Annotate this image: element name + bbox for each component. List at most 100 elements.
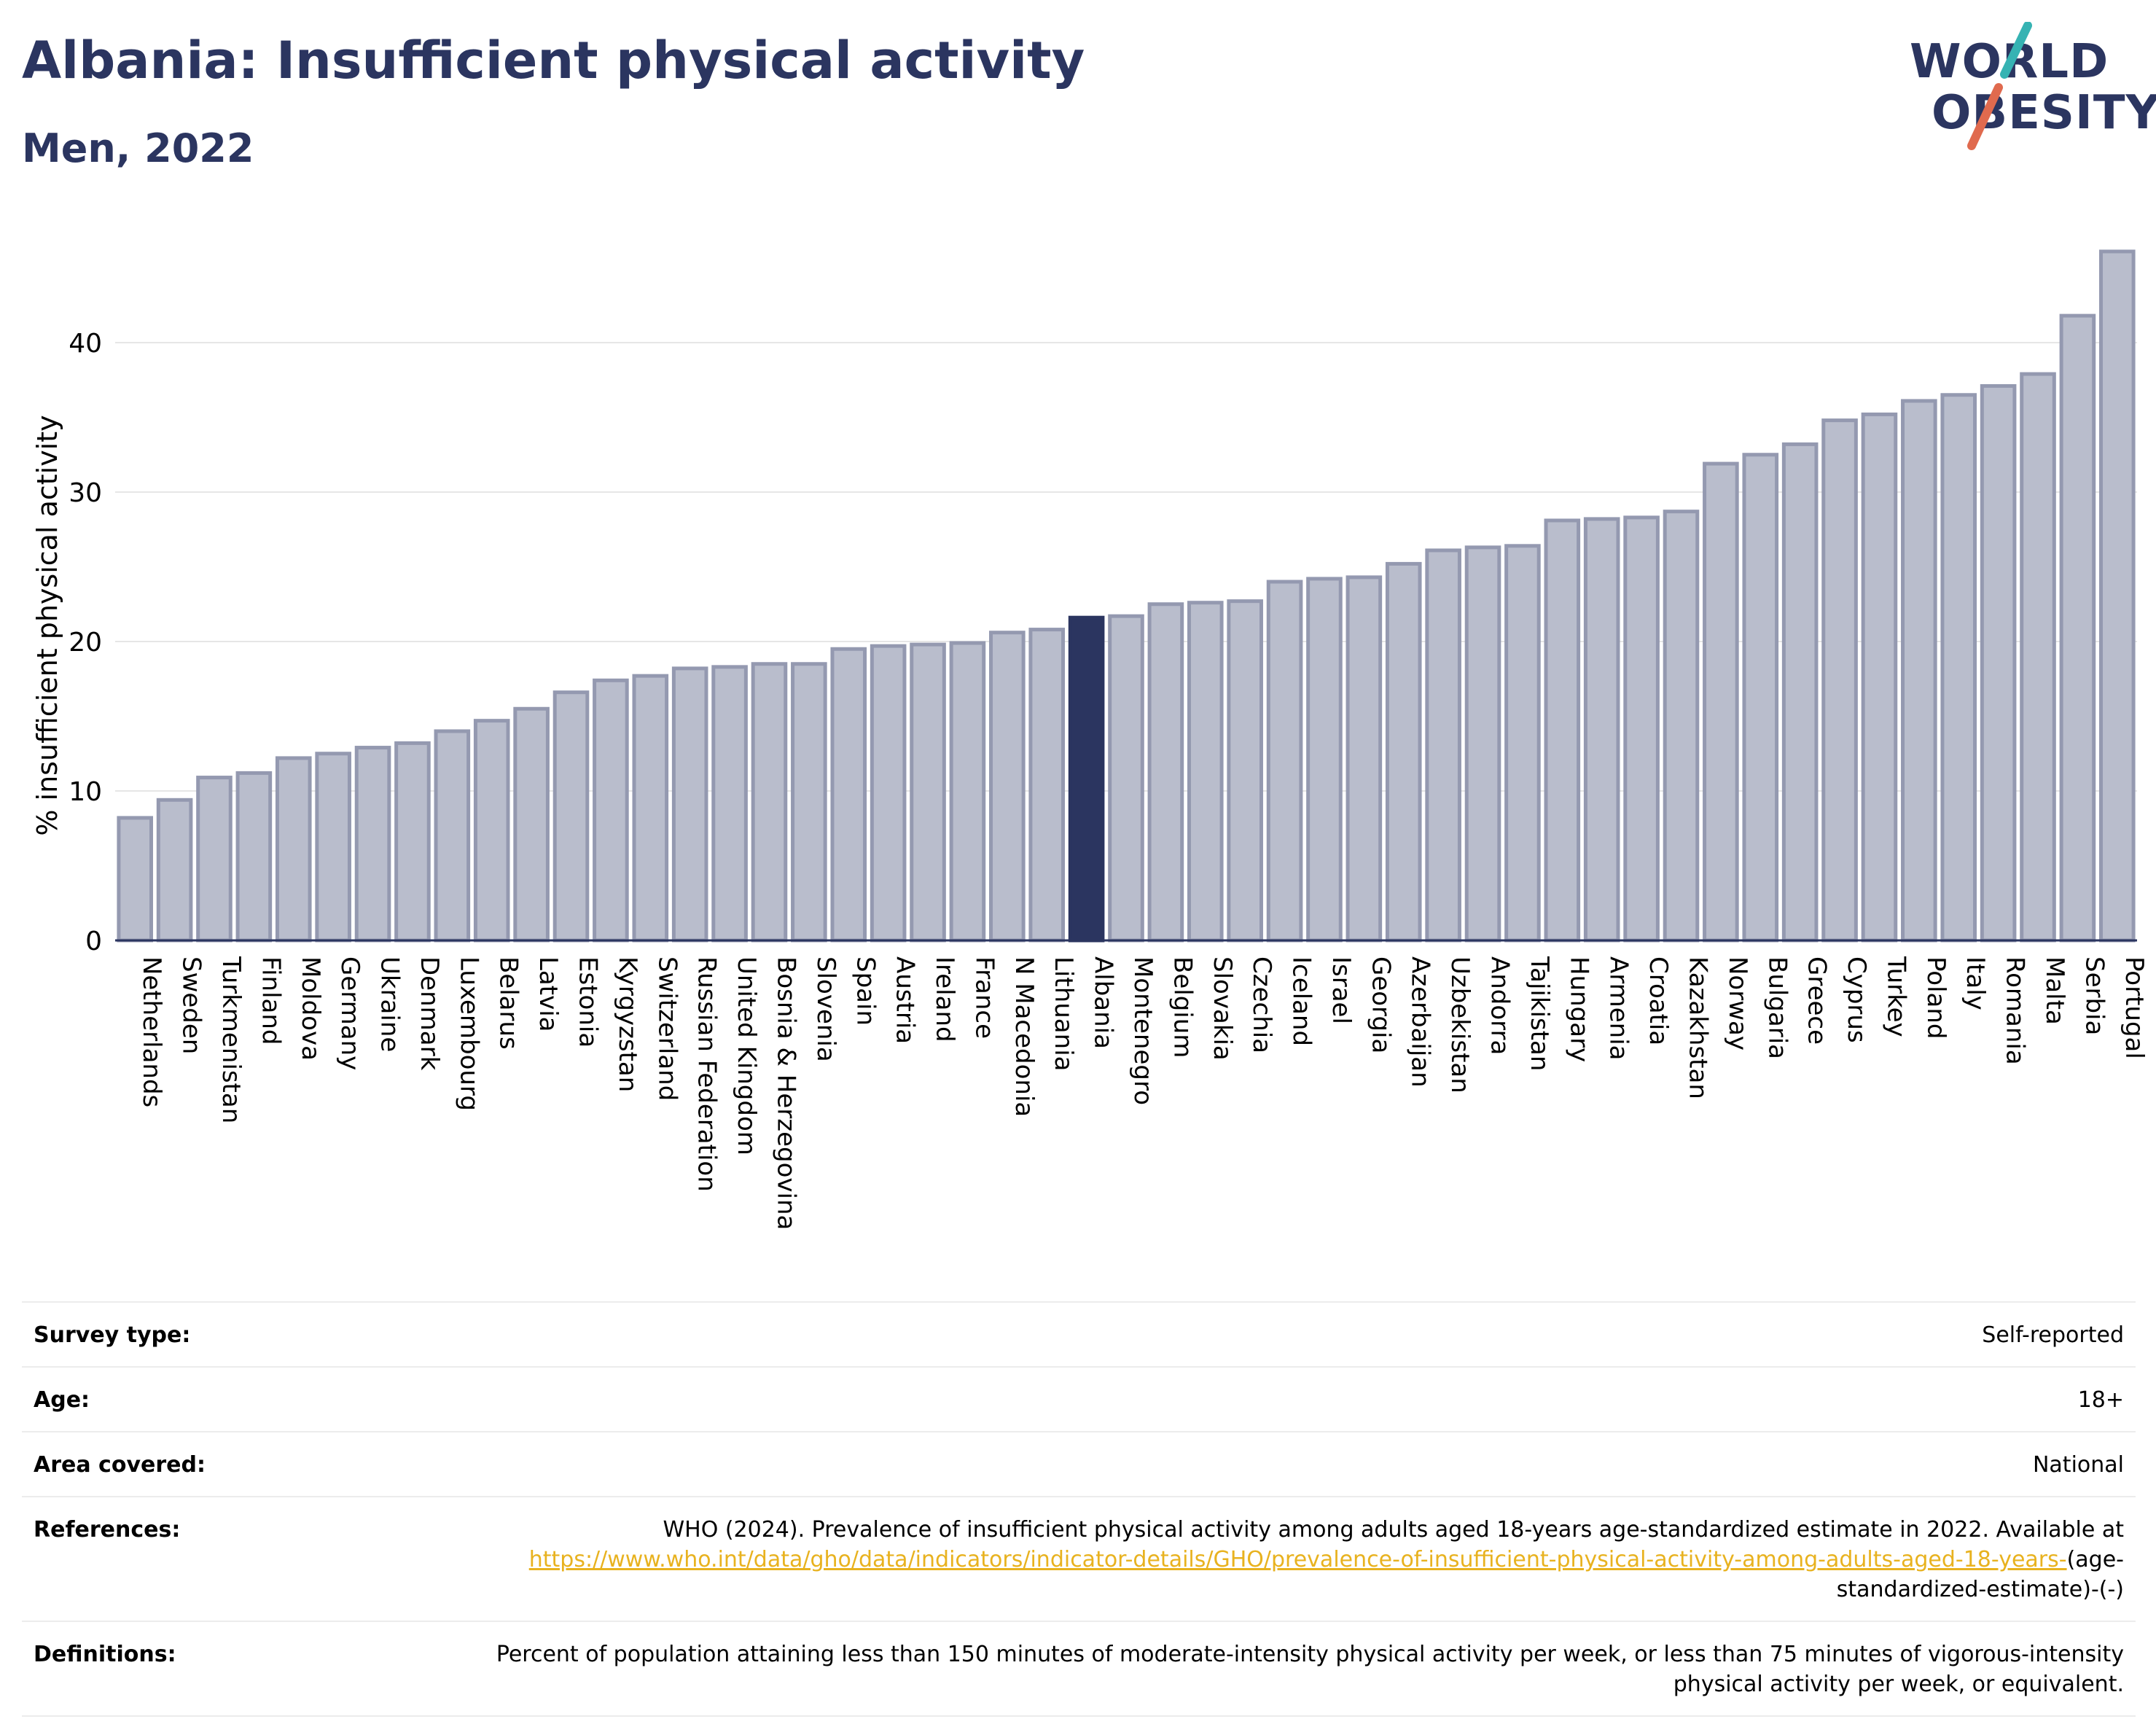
- bars: [117, 249, 2136, 943]
- x-tick-label: Armenia: [1604, 956, 1633, 1061]
- meta-value: 18+: [410, 1366, 2136, 1432]
- bar: [632, 674, 669, 943]
- meta-row-survey-type: Survey type: Self-reported: [22, 1301, 2136, 1367]
- bar: [1544, 518, 1581, 943]
- x-tick-label: Montenegro: [1128, 956, 1157, 1105]
- x-axis-labels: Netherlands Sweden Turkmenistan Finland Mold…: [137, 956, 2149, 1230]
- x-tick-label: Poland: [1921, 956, 1950, 1040]
- bar: [1623, 515, 1660, 943]
- y-tick-label: 10: [69, 777, 102, 807]
- reference-text: WHO (2024). Prevalence of insufficient p…: [663, 1517, 2124, 1543]
- bar: [2059, 313, 2096, 943]
- meta-row-references: References: WHO (2024). Prevalence of in…: [22, 1496, 2136, 1621]
- logo-line-2: OBESITY: [1932, 86, 2156, 140]
- bar: [1108, 614, 1144, 943]
- x-tick-label: Italy: [1961, 956, 1990, 1010]
- bar: [671, 666, 708, 943]
- bar: [989, 631, 1026, 943]
- bar: [1703, 461, 1739, 943]
- x-tick-label: Belgium: [1168, 956, 1197, 1058]
- x-tick-label: Germany: [335, 956, 364, 1070]
- meta-row-age: Age: 18+: [22, 1366, 2136, 1432]
- bar: [1940, 393, 1977, 943]
- bar: [593, 678, 629, 943]
- bar: [1901, 399, 1937, 943]
- x-tick-label: Finland: [256, 956, 285, 1045]
- page-title: Albania: Insufficient physical activity: [22, 31, 1085, 90]
- y-tick-label: 30: [69, 478, 102, 508]
- x-tick-label: Norway: [1723, 956, 1752, 1050]
- bar: [1385, 561, 1422, 943]
- x-tick-label: Bosnia & Herzegovina: [771, 956, 800, 1230]
- meta-row-area: Area covered: National: [22, 1431, 2136, 1497]
- x-tick-label: Tajikistan: [1525, 956, 1554, 1071]
- bar: [1583, 517, 1620, 943]
- bar: [1663, 510, 1700, 943]
- x-tick-label: Hungary: [1564, 956, 1593, 1062]
- x-tick-label: Israel: [1327, 956, 1356, 1024]
- x-tick-label: Moldova: [296, 956, 325, 1061]
- bar-chart: 0 10 20 30 40 Netherlands Sweden Turkmenistan F…: [31, 249, 2149, 1230]
- x-tick-label: Georgia: [1366, 956, 1395, 1053]
- bar: [1861, 412, 1898, 943]
- x-tick-label: Austria: [891, 956, 920, 1044]
- x-tick-label: Bulgaria: [1762, 956, 1792, 1059]
- bar: [1187, 601, 1224, 943]
- x-tick-label: Switzerland: [652, 956, 681, 1101]
- reference-link[interactable]: https://www.who.int/data/gho/data/indica…: [528, 1547, 2067, 1572]
- x-tick-label: Albania: [1089, 956, 1118, 1049]
- bar: [1504, 544, 1541, 943]
- x-tick-label: Denmark: [415, 956, 444, 1071]
- x-tick-label: Romania: [2001, 956, 2030, 1065]
- bar: [1266, 580, 1303, 943]
- meta-key: Area covered:: [22, 1431, 410, 1497]
- y-tick-label: 20: [69, 628, 102, 658]
- bar: [2020, 372, 2056, 943]
- bar: [711, 665, 748, 943]
- x-tick-label: Greece: [1802, 956, 1832, 1045]
- x-tick-label: United Kingdom: [732, 956, 761, 1155]
- bar: [196, 776, 233, 943]
- bar: [315, 752, 351, 943]
- bar: [1425, 548, 1461, 943]
- x-tick-label: Netherlands: [137, 956, 166, 1107]
- x-tick-label: France: [969, 956, 999, 1039]
- meta-value: WHO (2024). Prevalence of insufficient p…: [410, 1496, 2136, 1621]
- bar: [1028, 628, 1066, 943]
- bar: [117, 816, 153, 943]
- bar: [394, 741, 431, 943]
- bar: [156, 798, 193, 943]
- reference-suffix: (age-standardized-estimate)-(-): [1836, 1547, 2124, 1602]
- meta-value: Percent of population attaining less tha…: [410, 1621, 2136, 1717]
- x-tick-label: Kazakhstan: [1683, 956, 1712, 1099]
- bar: [354, 746, 391, 943]
- bar: [1742, 453, 1779, 943]
- x-tick-label: Turkey: [1881, 956, 1910, 1037]
- bar: [1227, 599, 1263, 943]
- page-subtitle: Men, 2022: [22, 125, 254, 171]
- logo-slash-icon: [1967, 22, 2032, 150]
- bar: [1821, 418, 1858, 943]
- y-axis-label: % insufficient physical activity: [31, 415, 63, 835]
- x-tick-label: Ireland: [930, 956, 959, 1042]
- x-tick-label: Andorra: [1485, 956, 1515, 1055]
- x-tick-label: Estonia: [574, 956, 603, 1048]
- bar: [1345, 575, 1383, 943]
- x-tick-label: Ukraine: [375, 956, 405, 1052]
- bar: [791, 662, 827, 943]
- bar: [513, 706, 550, 943]
- x-tick-label: Czechia: [1247, 956, 1276, 1053]
- x-tick-label: Russian Federation: [692, 956, 722, 1192]
- meta-key: Definitions:: [22, 1621, 410, 1717]
- x-tick-label: Belarus: [494, 956, 523, 1050]
- bar: [910, 642, 946, 943]
- x-tick-label: Lithuania: [1049, 956, 1078, 1071]
- x-tick-label: Kyrgyzstan: [613, 956, 642, 1092]
- x-tick-label: Turkmenistan: [216, 956, 246, 1123]
- bar: [473, 719, 510, 943]
- x-tick-label: Slovakia: [1208, 956, 1237, 1061]
- metadata-table: Survey type: Self-reported Age: 18+ Area…: [22, 1301, 2136, 1717]
- meta-value: Self-reported: [410, 1301, 2136, 1367]
- bar: [870, 644, 907, 943]
- bar: [1306, 577, 1343, 943]
